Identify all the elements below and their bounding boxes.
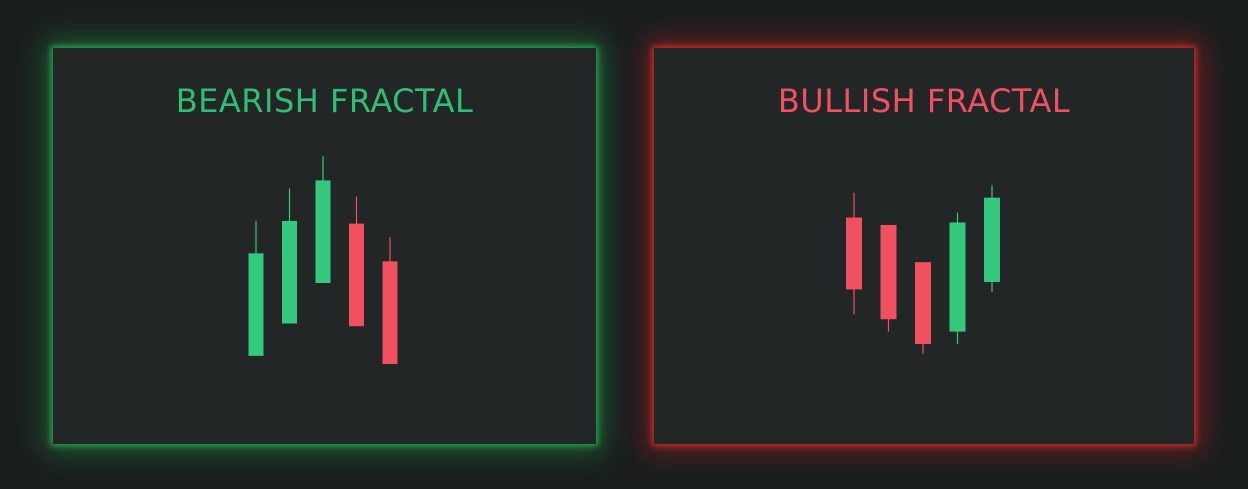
candle-3 [915, 262, 931, 354]
candle-2 [880, 224, 897, 332]
candle-5-body [382, 261, 398, 364]
candle-1 [248, 220, 264, 356]
candle-2-body [282, 220, 297, 324]
bullish-fractal-title: BULLISH FRACTAL [777, 82, 1071, 120]
candle-5 [382, 237, 398, 364]
candle-4 [949, 212, 966, 344]
candle-1-body [846, 217, 862, 290]
candle-3-body [915, 262, 931, 344]
candle-4-body [949, 222, 966, 332]
candle-3-body [315, 180, 331, 283]
bullish-fractal-panel: BULLISH FRACTAL [654, 48, 1194, 444]
candle-5 [984, 185, 1000, 292]
bearish-fractal-chart [248, 156, 398, 364]
candle-4-body [349, 223, 364, 327]
bearish-fractal-panel: BEARISH FRACTAL [53, 48, 596, 444]
candle-2 [282, 188, 297, 324]
candle-1-body [248, 253, 264, 356]
candle-2-body [880, 224, 897, 320]
bullish-fractal-chart [846, 185, 1000, 354]
candle-4 [349, 196, 364, 327]
candle-1 [846, 192, 862, 315]
candle-3 [315, 156, 331, 283]
bearish-fractal-title: BEARISH FRACTAL [175, 82, 474, 120]
candle-5-body [984, 197, 1000, 282]
